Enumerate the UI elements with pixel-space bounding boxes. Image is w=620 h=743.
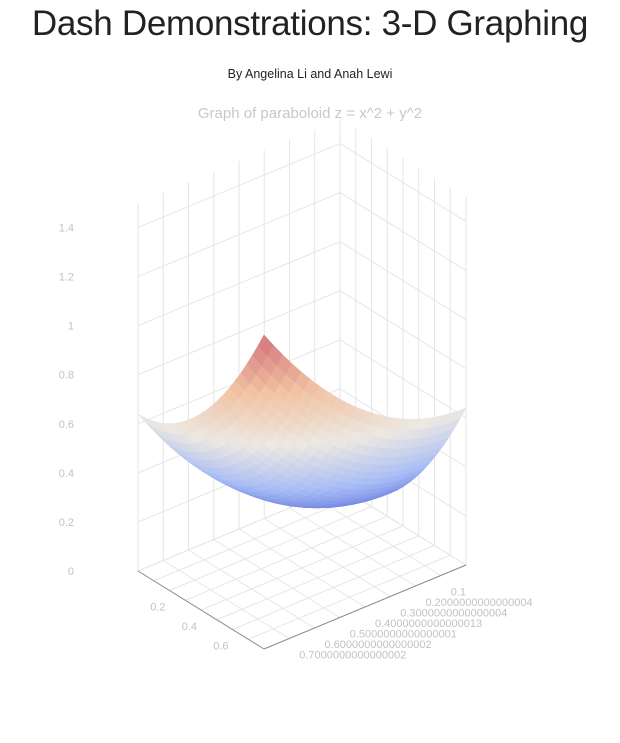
x-tick-label: 0.2000000000000004 — [426, 597, 533, 609]
x-tick-label: 0.7000000000000002 — [299, 650, 406, 662]
z-tick-label: 0 — [68, 566, 74, 578]
grid-line — [339, 192, 467, 272]
byline: By Angelina Li and Anah Lewi — [227, 67, 393, 81]
x-tick-label: 0.4000000000000013 — [375, 618, 482, 630]
grid-line — [232, 545, 435, 630]
grid-line — [185, 515, 388, 601]
x-tick-label: 0.3000000000000004 — [400, 608, 507, 620]
y-tick-label: 0.2 — [150, 602, 165, 614]
grid-line — [169, 506, 372, 591]
y-tick-label: 0.4 — [182, 621, 197, 633]
grid-line — [339, 241, 467, 321]
paraboloid-surface — [137, 334, 467, 509]
z-tick-label: 0.6 — [59, 419, 74, 431]
grid-line — [153, 496, 356, 582]
z-tick-label: 1.2 — [59, 272, 74, 284]
z-tick-label: 1 — [68, 321, 74, 333]
grid-line — [137, 290, 341, 376]
grid-line — [137, 143, 341, 228]
z-tick-label: 0.8 — [59, 370, 74, 382]
z-tick-label: 1.4 — [59, 223, 74, 235]
grid-line — [339, 290, 467, 370]
y-tick-label: 0.6 — [213, 641, 228, 653]
grid-line — [216, 535, 419, 621]
surface-patch — [257, 334, 274, 357]
grid-line — [248, 554, 451, 640]
x-tick-label: 0.1 — [451, 587, 466, 599]
grid-line — [339, 339, 467, 419]
y-axis-line — [137, 570, 265, 650]
grid-line — [137, 192, 341, 278]
z-tick-label: 0.2 — [59, 517, 74, 529]
page-title: Dash Demonstrations: 3-D Graphing — [31, 4, 589, 43]
tick-labels: 0 0.2 0.4 0.6 0.8 1 1.2 1.4 0.10.200000000000000… — [59, 223, 533, 662]
x-tick-label: 0.6000000000000002 — [325, 639, 432, 651]
z-tick-label: 0.4 — [59, 468, 74, 480]
grid-line — [339, 143, 467, 222]
chart-title: Graph of paraboloid z = x^2 + y^2 — [197, 105, 423, 122]
grid-line — [200, 525, 404, 611]
x-tick-label: 0.5000000000000001 — [350, 629, 457, 641]
x-axis-line — [263, 564, 467, 650]
axis-lines — [137, 564, 467, 650]
grid-line — [137, 241, 341, 327]
surface-plot[interactable]: 0 0.2 0.4 0.6 0.8 1 1.2 1.4 0.10.200000000000000… — [0, 95, 620, 735]
surface-graph[interactable]: 0 0.2 0.4 0.6 0.8 1 1.2 1.4 0.1 0.200000000000000… — [0, 95, 620, 735]
